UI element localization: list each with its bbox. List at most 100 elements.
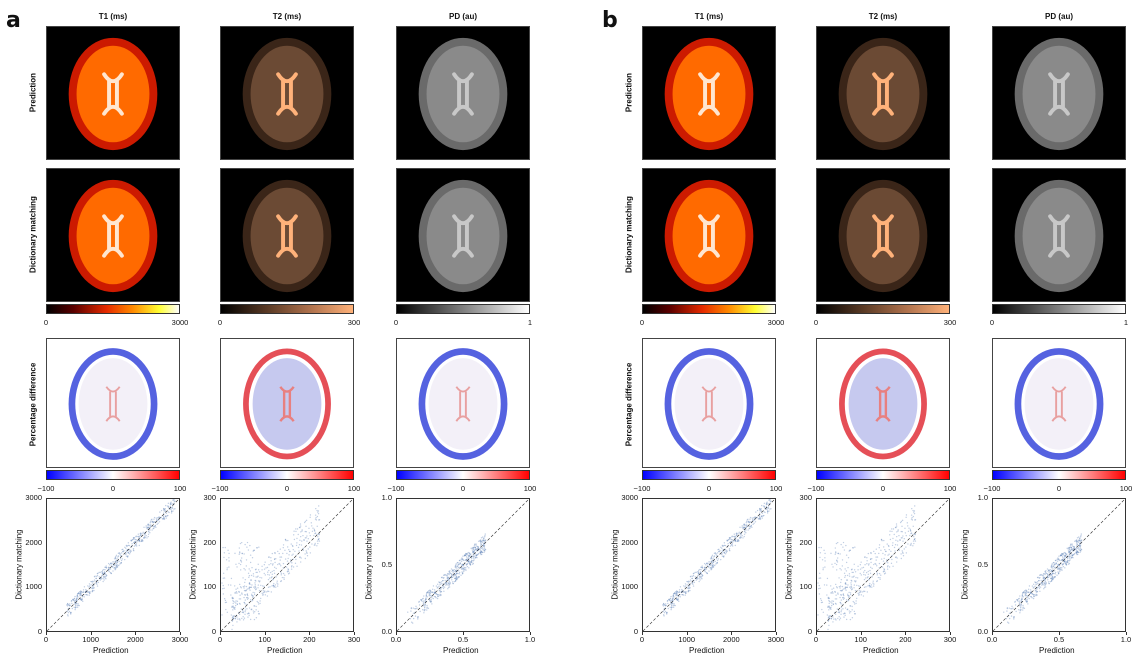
x-tick-mark <box>686 632 688 635</box>
y-tick-label: 3000 <box>621 493 638 502</box>
brain-map-image <box>68 348 158 460</box>
y-tick-label: 1.0 <box>381 493 392 502</box>
percentage-difference-map <box>396 338 530 468</box>
colorbar-tick-label: 0 <box>813 318 819 327</box>
x-tick-label: 0.5 <box>1053 635 1065 644</box>
column-title: T1 (ms) <box>98 12 128 21</box>
panel-letter: b <box>602 8 618 33</box>
y-axis-label: Dictionary matching <box>960 529 970 600</box>
y-tick-label: 300 <box>799 493 812 502</box>
colorbar-tick-label: 0 <box>639 318 645 327</box>
panel-letter: a <box>6 8 21 33</box>
prediction-map <box>816 26 950 160</box>
y-tick-label: 200 <box>799 537 812 547</box>
x-tick-label: 0.0 <box>986 635 998 644</box>
y-tick-label: 3000 <box>25 493 42 502</box>
dictionary-matching-map <box>46 168 180 302</box>
x-tick-label: 200 <box>303 635 316 644</box>
prediction-map <box>396 26 530 160</box>
x-tick-label: 0 <box>43 635 49 644</box>
column-title: T1 (ms) <box>694 12 724 21</box>
x-tick-label: 0 <box>813 635 819 644</box>
colorbar-tick-label: 0 <box>217 318 223 327</box>
y-axis-label: Dictionary matching <box>364 529 374 600</box>
colorbar-tick-label: 0 <box>393 318 399 327</box>
colorbar <box>816 304 950 314</box>
y-tick-label: 100 <box>799 582 812 592</box>
colorbar <box>992 304 1126 314</box>
colorbar-tick-label: 1 <box>527 318 533 327</box>
difference-colorbar-tick-label: 0 <box>706 484 712 493</box>
x-tick-mark <box>530 632 531 635</box>
difference-colorbar-tick-label: −100 <box>633 484 651 493</box>
x-tick-label: 0 <box>639 635 645 644</box>
x-axis-label: Prediction <box>267 646 303 655</box>
scatter-plot <box>816 498 950 632</box>
scatter-plot <box>642 498 776 632</box>
x-tick-label: 0.5 <box>457 635 469 644</box>
y-tick-label: 0 <box>37 627 42 636</box>
x-tick-label: 1000 <box>82 635 99 644</box>
column-title: T2 (ms) <box>868 12 898 21</box>
column-title: T2 (ms) <box>272 12 302 21</box>
colorbar-tick-label: 3000 <box>767 318 785 327</box>
x-tick-mark <box>354 632 355 635</box>
x-tick-mark <box>905 632 907 635</box>
colorbar-tick-label: 0 <box>43 318 49 327</box>
percentage-difference-map <box>992 338 1126 468</box>
x-tick-label: 300 <box>943 635 957 644</box>
row-label-prediction: Prediction <box>28 72 38 113</box>
difference-colorbar-tick-label: −100 <box>37 484 55 493</box>
brain-map-image <box>838 37 928 151</box>
scatter-plot-axes <box>816 498 950 632</box>
x-tick-label: 200 <box>899 635 912 644</box>
brain-map-image <box>242 179 332 293</box>
brain-map-image <box>839 348 927 460</box>
difference-colorbar-tick-label: −100 <box>983 484 1001 493</box>
difference-colorbar-tick-label: −100 <box>387 484 405 493</box>
x-tick-mark <box>776 632 777 635</box>
y-tick-label: 0.0 <box>381 627 392 636</box>
scatter-plot-axes <box>46 498 180 632</box>
percentage-difference-map <box>642 338 776 468</box>
difference-colorbar-tick-label: −100 <box>211 484 229 493</box>
difference-colorbar-tick-label: 0 <box>880 484 886 493</box>
row-label-difference: Percentage difference <box>624 362 634 447</box>
x-tick-mark <box>950 632 951 635</box>
y-tick-label: 0.0 <box>977 627 988 636</box>
x-axis-label: Prediction <box>1039 646 1075 655</box>
colorbar <box>396 304 530 314</box>
y-axis-label: Dictionary matching <box>14 529 24 600</box>
x-tick-mark <box>135 632 137 635</box>
column-title: PD (au) <box>1045 12 1073 21</box>
y-tick-label: 200 <box>203 537 216 547</box>
x-tick-label: 100 <box>258 635 271 644</box>
difference-colorbar-tick-label: 100 <box>173 484 187 493</box>
difference-colorbar-tick-label: −100 <box>807 484 825 493</box>
y-tick-label: 2000 <box>25 537 42 547</box>
row-label-prediction: Prediction <box>624 72 634 113</box>
percentage-difference-map <box>220 338 354 468</box>
scatter-plot-axes <box>642 498 776 632</box>
prediction-map <box>46 26 180 160</box>
brain-map-image <box>1014 348 1104 460</box>
x-tick-mark <box>90 632 92 635</box>
x-tick-label: 2000 <box>126 635 144 644</box>
colorbar <box>220 304 354 314</box>
dictionary-matching-map <box>220 168 354 302</box>
x-tick-mark <box>220 632 221 635</box>
difference-colorbar-tick-label: 0 <box>110 484 116 493</box>
difference-colorbar <box>642 470 776 480</box>
brain-map-image <box>664 179 754 293</box>
y-tick-label: 300 <box>203 493 216 502</box>
y-tick-label: 0 <box>633 627 638 636</box>
brain-map-image <box>418 37 508 151</box>
difference-colorbar-tick-label: 100 <box>523 484 537 493</box>
brain-map-image <box>664 348 754 460</box>
x-tick-label: 300 <box>347 635 361 644</box>
brain-map-image <box>1014 179 1104 293</box>
y-tick-label: 100 <box>203 582 216 592</box>
colorbar-tick-label: 1 <box>1123 318 1129 327</box>
prediction-map <box>642 26 776 160</box>
x-tick-mark <box>309 632 311 635</box>
